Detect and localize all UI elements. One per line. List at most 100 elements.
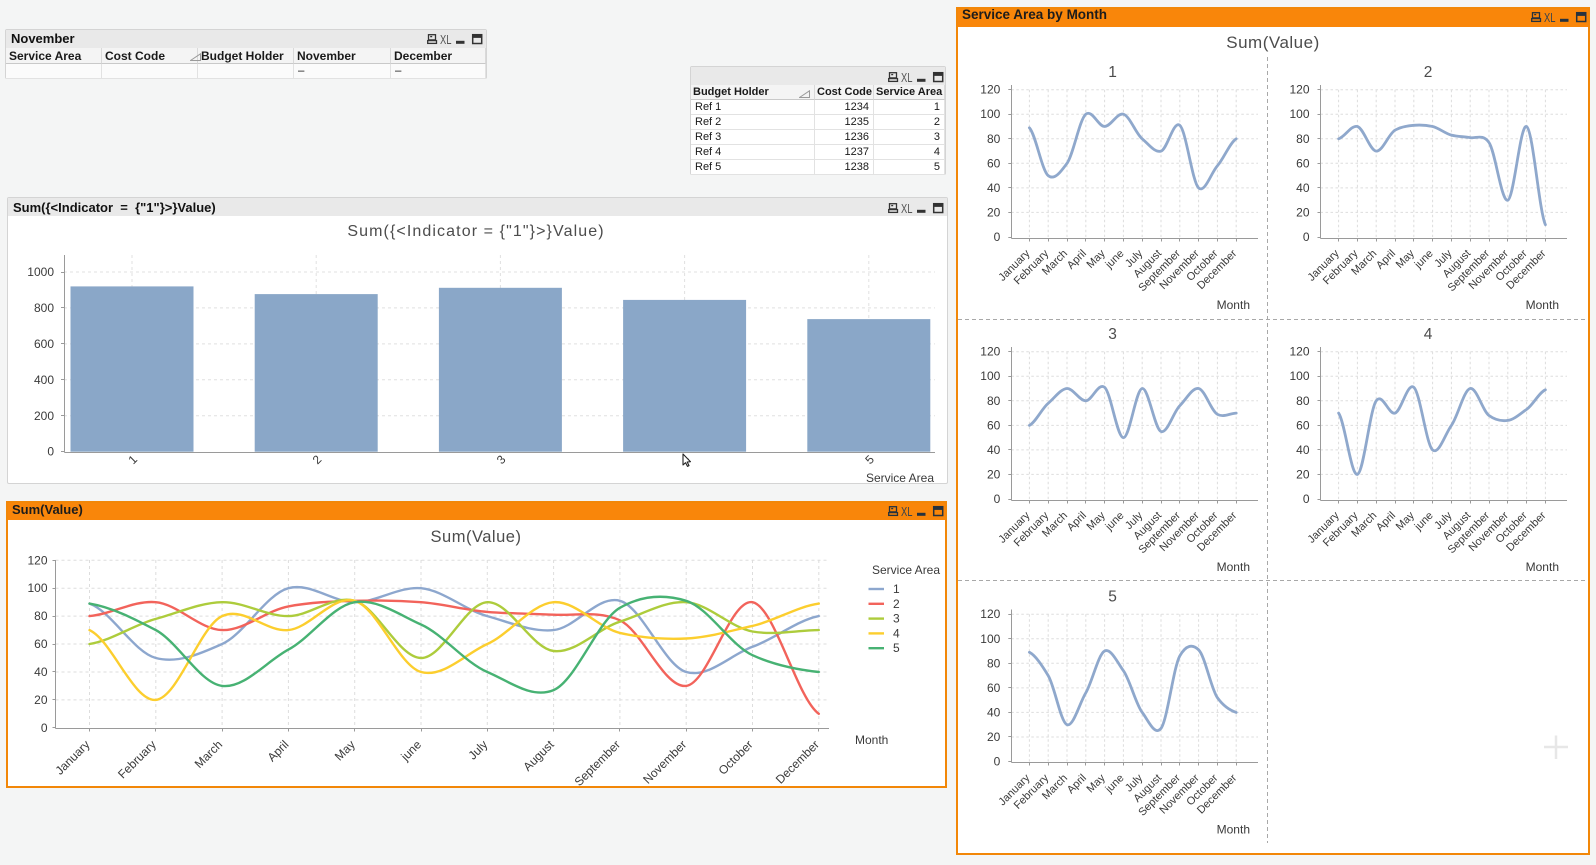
svg-text:60: 60	[987, 418, 1001, 432]
svg-text:20: 20	[987, 730, 1001, 744]
svg-text:0: 0	[1303, 230, 1310, 244]
svg-text:May: May	[1085, 772, 1109, 796]
svg-text:October: October	[716, 738, 756, 778]
svg-text:Service Area: Service Area	[872, 563, 940, 577]
svg-text:May: May	[1394, 509, 1418, 533]
svg-text:100: 100	[980, 369, 1000, 383]
svg-text:40: 40	[987, 181, 1001, 195]
svg-text:80: 80	[1296, 394, 1310, 408]
svg-text:April: April	[1065, 248, 1089, 272]
svg-text:December: December	[773, 738, 822, 786]
svg-text:1: 1	[125, 452, 140, 467]
svg-text:80: 80	[34, 609, 48, 623]
svg-text:80: 80	[1296, 132, 1310, 146]
svg-text:XL: XL	[440, 33, 452, 46]
svg-text:100: 100	[980, 632, 1000, 646]
svg-text:Sum(Value): Sum(Value)	[431, 528, 522, 546]
svg-text:April: April	[265, 738, 292, 765]
svg-text:3: 3	[494, 452, 509, 467]
svg-text:120: 120	[1289, 345, 1309, 359]
svg-text:May: May	[332, 738, 358, 764]
svg-text:40: 40	[1296, 443, 1310, 457]
svg-text:800: 800	[34, 301, 54, 315]
svg-text:20: 20	[987, 467, 1001, 481]
svg-text:Month: Month	[1526, 560, 1559, 574]
svg-text:4: 4	[893, 626, 900, 640]
svg-text:june: june	[1412, 510, 1436, 534]
svg-text:2: 2	[1424, 64, 1433, 81]
svg-text:june: june	[1103, 772, 1127, 796]
svg-text:April: April	[1374, 248, 1398, 272]
svg-text:April: April	[1374, 510, 1398, 534]
svg-text:1: 1	[893, 582, 900, 596]
svg-text:60: 60	[1296, 418, 1310, 432]
svg-text:3: 3	[893, 612, 900, 626]
svg-text:june: june	[397, 737, 424, 764]
svg-text:60: 60	[987, 681, 1001, 695]
svg-text:Sum(Value): Sum(Value)	[1226, 33, 1320, 52]
svg-text:june: june	[1103, 510, 1127, 534]
svg-text:XL: XL	[901, 505, 913, 518]
svg-text:100: 100	[1289, 369, 1309, 383]
svg-text:200: 200	[34, 409, 54, 423]
svg-text:0: 0	[1303, 492, 1310, 506]
svg-text:1: 1	[1108, 64, 1117, 81]
svg-text:2: 2	[893, 597, 900, 611]
svg-text:XL: XL	[1544, 11, 1556, 24]
svg-text:Month: Month	[855, 733, 888, 747]
svg-text:120: 120	[27, 553, 47, 567]
svg-text:80: 80	[987, 132, 1001, 146]
svg-text:August: August	[520, 737, 557, 774]
svg-text:0: 0	[994, 492, 1001, 506]
svg-text:20: 20	[1296, 205, 1310, 219]
svg-text:60: 60	[987, 156, 1001, 170]
svg-text:600: 600	[34, 337, 54, 351]
svg-text:0: 0	[994, 755, 1001, 769]
svg-text:40: 40	[34, 665, 48, 679]
svg-text:February: February	[115, 738, 159, 782]
svg-text:june: june	[1103, 248, 1127, 272]
svg-text:Service Area: Service Area	[866, 471, 934, 483]
svg-text:November: November	[640, 738, 689, 786]
svg-text:May: May	[1085, 509, 1109, 533]
svg-text:60: 60	[1296, 156, 1310, 170]
svg-text:june: june	[1412, 248, 1436, 272]
svg-text:400: 400	[34, 373, 54, 387]
svg-text:1000: 1000	[27, 265, 54, 279]
svg-text:0: 0	[47, 445, 54, 459]
svg-text:40: 40	[987, 443, 1001, 457]
svg-text:July: July	[465, 738, 490, 763]
svg-text:January: January	[53, 738, 93, 778]
svg-text:XL: XL	[901, 71, 913, 84]
svg-text:60: 60	[34, 637, 48, 651]
svg-text:May: May	[1085, 247, 1109, 271]
svg-text:5: 5	[1108, 589, 1117, 606]
svg-text:100: 100	[27, 581, 47, 595]
svg-text:0: 0	[994, 230, 1001, 244]
svg-text:40: 40	[1296, 181, 1310, 195]
svg-text:April: April	[1065, 772, 1089, 796]
svg-text:5: 5	[862, 452, 877, 467]
svg-text:3: 3	[1108, 326, 1117, 343]
svg-text:40: 40	[987, 705, 1001, 719]
svg-text:XL: XL	[901, 202, 913, 215]
svg-text:Month: Month	[1217, 823, 1250, 837]
svg-text:Sum({<Indicator = {"1"}>}Value: Sum({<Indicator = {"1"}>}Value)	[347, 223, 604, 240]
svg-text:80: 80	[987, 394, 1001, 408]
svg-text:Month: Month	[1217, 298, 1250, 312]
svg-text:20: 20	[987, 205, 1001, 219]
svg-text:120: 120	[980, 83, 1000, 97]
svg-text:Month: Month	[1526, 298, 1559, 312]
svg-text:April: April	[1065, 510, 1089, 534]
svg-text:100: 100	[1289, 107, 1309, 121]
svg-text:4: 4	[1424, 326, 1433, 343]
svg-text:120: 120	[980, 345, 1000, 359]
svg-text:0: 0	[41, 721, 48, 735]
svg-text:80: 80	[987, 656, 1001, 670]
svg-text:2: 2	[310, 452, 325, 467]
svg-text:May: May	[1394, 247, 1418, 271]
svg-text:120: 120	[1289, 83, 1309, 97]
svg-text:March: March	[192, 738, 225, 771]
svg-text:September: September	[572, 738, 623, 786]
svg-text:120: 120	[980, 607, 1000, 621]
